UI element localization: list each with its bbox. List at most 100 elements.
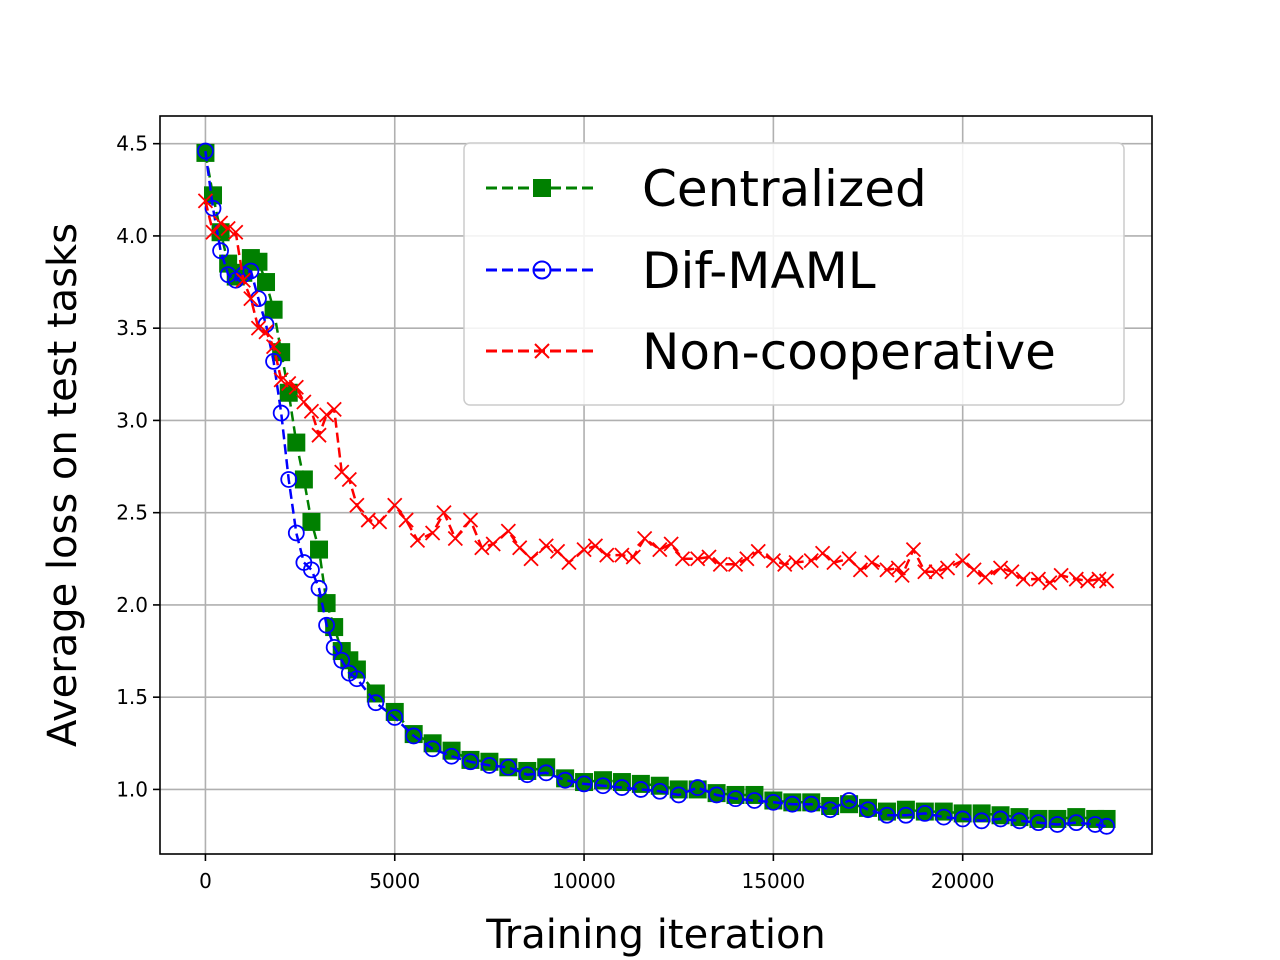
series-layer — [196, 142, 1116, 835]
data-point-dif-maml — [594, 777, 612, 795]
data-point-dif-maml — [878, 806, 896, 824]
data-point-non-cooperative — [977, 569, 994, 585]
data-point-non-cooperative — [273, 372, 289, 388]
data-point-non-cooperative — [436, 505, 452, 521]
data-point-dif-maml — [204, 199, 222, 217]
data-point-dif-maml — [242, 262, 260, 280]
data-point-non-cooperative — [599, 547, 615, 563]
data-point-centralized — [1067, 808, 1086, 827]
data-point-dif-maml — [689, 779, 707, 796]
data-point-dif-maml — [897, 806, 915, 824]
data-point-dif-maml — [424, 740, 442, 758]
data-point-non-cooperative — [1053, 567, 1069, 584]
data-point-non-cooperative — [258, 324, 274, 340]
x-tick-label: 10000 — [552, 869, 616, 893]
y-tick-label: 1.0 — [116, 777, 148, 801]
data-point-non-cooperative — [905, 541, 922, 558]
data-point-non-cooperative — [955, 553, 971, 569]
data-point-dif-maml — [651, 782, 669, 800]
data-point-non-cooperative — [803, 553, 819, 569]
data-point-dif-maml — [1067, 814, 1085, 832]
data-point-non-cooperative — [281, 375, 297, 392]
data-point-dif-maml — [1011, 812, 1028, 830]
data-point-centralized — [442, 741, 461, 760]
data-point-non-cooperative — [852, 562, 869, 578]
data-point-dif-maml — [386, 709, 404, 726]
x-axis-label: Training iteration — [485, 912, 826, 958]
data-point-dif-maml — [367, 694, 385, 712]
data-point-dif-maml — [310, 579, 328, 597]
data-point-non-cooperative — [447, 530, 463, 547]
data-point-non-cooperative — [303, 403, 320, 419]
legend-entry-non-cooperative: Non-cooperative — [486, 323, 1056, 381]
data-point-non-cooperative — [265, 338, 282, 355]
data-point-non-cooperative — [197, 193, 214, 209]
data-point-non-cooperative — [788, 554, 804, 571]
data-point-dif-maml — [333, 651, 351, 669]
data-point-non-cooperative — [220, 220, 236, 237]
data-point-non-cooperative — [1098, 573, 1115, 589]
data-point-non-cooperative — [939, 560, 956, 576]
data-point-non-cooperative — [674, 551, 691, 567]
ticks: 0 5000 10000 15000 20000 1.0 1.5 2.0 2.5 3.0 3.5 4.… — [116, 132, 994, 893]
data-point-non-cooperative — [398, 512, 414, 528]
data-point-non-cooperative — [917, 564, 933, 580]
data-point-non-cooperative — [243, 291, 259, 307]
data-point-non-cooperative — [349, 497, 365, 513]
data-point-non-cooperative — [371, 514, 388, 530]
data-point-non-cooperative — [1015, 571, 1031, 587]
data-point-dif-maml — [462, 753, 479, 771]
data-point-centralized — [423, 734, 442, 753]
data-point-dif-maml — [1048, 816, 1066, 833]
data-point-non-cooperative — [538, 538, 554, 554]
data-point-dif-maml — [935, 808, 953, 826]
data-point-non-cooperative — [637, 530, 653, 547]
data-point-centralized — [726, 785, 745, 804]
data-point-non-cooperative — [409, 532, 426, 548]
data-point-non-cooperative — [864, 554, 880, 571]
data-point-dif-maml — [973, 812, 991, 830]
data-point-dif-maml — [802, 795, 820, 813]
data-point-dif-maml — [443, 747, 460, 765]
data-point-non-cooperative — [826, 554, 842, 571]
x-tick-label: 5000 — [369, 869, 420, 893]
data-point-centralized — [310, 540, 329, 559]
data-point-centralized — [249, 252, 268, 271]
legend-label-non-cooperative: Non-cooperative — [642, 323, 1056, 381]
data-point-dif-maml — [727, 790, 744, 808]
data-point-non-cooperative — [814, 545, 831, 561]
data-point-dif-maml — [556, 771, 574, 789]
legend-entry-centralized: Centralized — [486, 160, 927, 218]
data-point-centralized — [294, 470, 313, 489]
legend-marker-dif-maml — [532, 260, 552, 280]
data-point-dif-maml — [859, 801, 877, 819]
data-point-dif-maml — [1098, 817, 1115, 835]
data-point-centralized — [499, 758, 518, 777]
data-point-dif-maml — [537, 764, 555, 782]
data-point-non-cooperative — [739, 551, 755, 567]
data-point-non-cooperative — [701, 549, 717, 565]
data-point-dif-maml — [325, 638, 343, 656]
data-point-dif-maml — [670, 786, 688, 804]
legend-label-centralized: Centralized — [642, 160, 927, 218]
data-point-dif-maml — [840, 792, 858, 809]
data-point-non-cooperative — [205, 224, 221, 240]
data-point-dif-maml — [1086, 816, 1104, 833]
data-point-dif-maml — [821, 801, 839, 819]
data-point-non-cooperative — [992, 560, 1009, 576]
legend-box — [463, 142, 1125, 406]
legend-entry-dif-maml: Dif-MAML — [486, 242, 876, 300]
data-point-non-cooperative — [296, 394, 312, 410]
data-point-dif-maml — [272, 404, 290, 422]
data-point-non-cooperative — [318, 407, 335, 423]
data-point-non-cooperative — [928, 564, 944, 580]
data-point-dif-maml — [197, 142, 214, 160]
data-point-centralized — [264, 300, 283, 319]
y-tick-label: 2.0 — [116, 593, 148, 617]
data-point-non-cooperative — [712, 556, 729, 572]
data-point-dif-maml — [992, 810, 1009, 828]
data-point-non-cooperative — [474, 540, 490, 556]
data-point-dif-maml — [783, 795, 801, 813]
data-point-non-cooperative — [1042, 575, 1058, 591]
